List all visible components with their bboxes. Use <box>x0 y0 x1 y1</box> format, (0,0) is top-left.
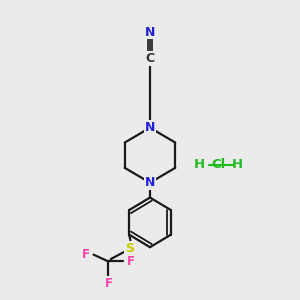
Text: C: C <box>146 52 154 65</box>
Text: H: H <box>194 158 205 171</box>
Text: S: S <box>125 242 134 255</box>
Text: F: F <box>82 248 90 260</box>
Text: F: F <box>127 255 135 268</box>
Text: H: H <box>232 158 243 171</box>
Text: N: N <box>145 176 155 189</box>
Text: N: N <box>145 121 155 134</box>
Text: Cl: Cl <box>211 158 226 171</box>
Text: F: F <box>104 277 112 290</box>
Text: N: N <box>145 26 155 38</box>
